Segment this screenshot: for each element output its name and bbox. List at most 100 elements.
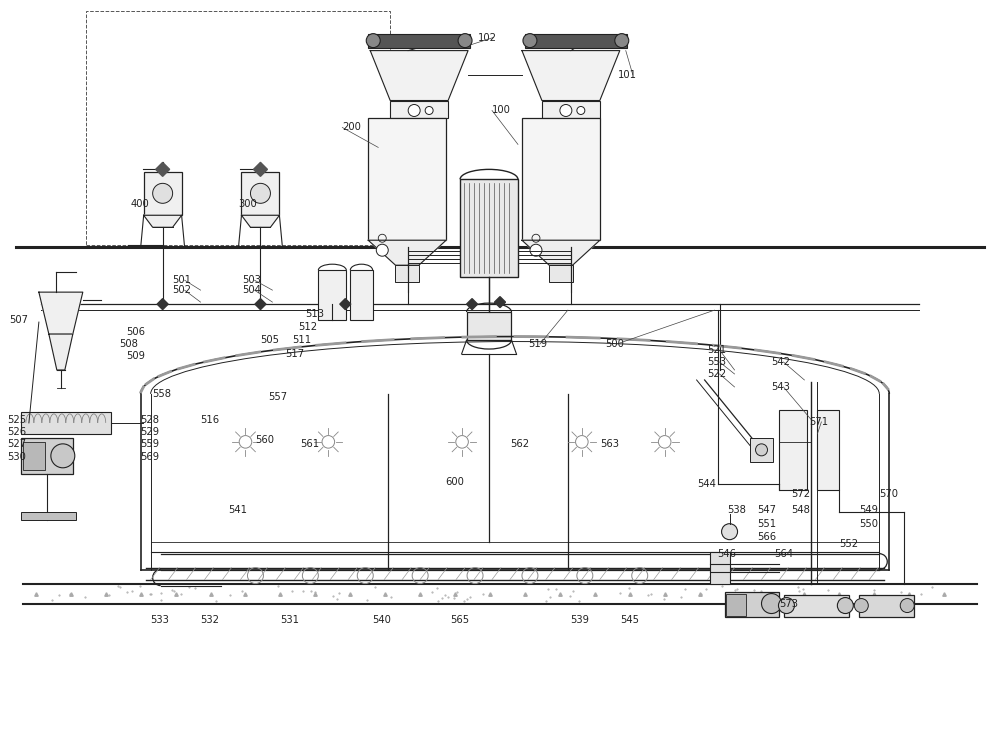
Text: 566: 566 xyxy=(758,531,777,542)
Bar xyxy=(750,438,773,462)
Text: 543: 543 xyxy=(771,382,790,392)
Bar xyxy=(542,100,600,119)
Text: 541: 541 xyxy=(229,505,248,515)
Text: 505: 505 xyxy=(260,335,279,345)
Text: 522: 522 xyxy=(708,369,727,379)
Bar xyxy=(318,270,346,320)
Circle shape xyxy=(458,34,472,48)
Circle shape xyxy=(366,34,380,48)
Bar xyxy=(525,34,627,48)
Bar xyxy=(784,594,849,616)
Text: 540: 540 xyxy=(372,615,391,624)
Polygon shape xyxy=(495,296,505,307)
Text: 531: 531 xyxy=(280,615,299,624)
Text: 504: 504 xyxy=(242,285,261,295)
Text: 503: 503 xyxy=(242,275,261,285)
Text: 573: 573 xyxy=(779,599,798,608)
Text: 102: 102 xyxy=(478,33,497,42)
Text: 529: 529 xyxy=(141,427,160,437)
Bar xyxy=(859,594,914,616)
Bar xyxy=(21,412,111,434)
Polygon shape xyxy=(368,240,446,265)
Circle shape xyxy=(560,105,572,116)
Text: 533: 533 xyxy=(151,615,170,624)
Circle shape xyxy=(762,594,781,613)
Circle shape xyxy=(837,597,853,613)
Text: 516: 516 xyxy=(201,415,220,425)
Text: 557: 557 xyxy=(268,392,288,402)
Text: 521: 521 xyxy=(708,345,727,355)
Bar xyxy=(522,119,600,240)
Text: 546: 546 xyxy=(718,549,737,559)
Text: 600: 600 xyxy=(445,477,464,487)
Text: 526: 526 xyxy=(7,427,26,437)
Polygon shape xyxy=(156,163,170,176)
Text: 539: 539 xyxy=(570,615,589,624)
Text: 525: 525 xyxy=(7,415,26,425)
Bar xyxy=(390,100,448,119)
Text: 564: 564 xyxy=(774,549,793,559)
Text: 502: 502 xyxy=(173,285,192,295)
Polygon shape xyxy=(522,240,600,265)
Bar xyxy=(726,594,746,616)
Text: 528: 528 xyxy=(141,415,160,425)
Text: 101: 101 xyxy=(618,70,637,80)
Circle shape xyxy=(530,244,542,256)
Bar xyxy=(710,552,730,583)
Polygon shape xyxy=(253,163,267,176)
Circle shape xyxy=(523,34,537,48)
Text: 552: 552 xyxy=(839,539,858,549)
Polygon shape xyxy=(522,51,620,100)
Text: 551: 551 xyxy=(758,519,777,529)
Circle shape xyxy=(425,106,433,114)
Text: 509: 509 xyxy=(126,351,145,361)
Text: 550: 550 xyxy=(859,519,878,529)
Bar xyxy=(144,172,182,215)
Circle shape xyxy=(577,106,585,114)
Bar xyxy=(460,179,518,277)
Bar xyxy=(86,11,390,245)
Polygon shape xyxy=(370,51,468,100)
Text: 400: 400 xyxy=(131,199,149,209)
Text: 560: 560 xyxy=(255,435,274,445)
Circle shape xyxy=(615,34,629,48)
Polygon shape xyxy=(467,299,478,310)
Circle shape xyxy=(722,523,738,539)
Polygon shape xyxy=(340,299,351,310)
Text: 508: 508 xyxy=(119,339,138,349)
Polygon shape xyxy=(157,299,168,310)
Text: 549: 549 xyxy=(859,505,878,515)
Text: 530: 530 xyxy=(7,452,26,462)
Circle shape xyxy=(376,244,388,256)
Bar xyxy=(23,442,45,470)
Circle shape xyxy=(51,444,75,468)
Circle shape xyxy=(153,183,173,203)
Bar xyxy=(779,410,807,490)
Text: 544: 544 xyxy=(698,479,716,489)
Text: 569: 569 xyxy=(141,452,160,462)
Bar xyxy=(21,438,73,474)
Text: 538: 538 xyxy=(728,505,746,515)
Text: 571: 571 xyxy=(809,417,829,427)
Text: 517: 517 xyxy=(285,349,305,359)
Text: 559: 559 xyxy=(141,439,160,449)
Text: 565: 565 xyxy=(450,615,469,624)
Text: 512: 512 xyxy=(298,322,318,332)
Bar xyxy=(350,270,373,320)
Bar xyxy=(817,410,839,490)
Text: 548: 548 xyxy=(791,505,810,515)
Bar xyxy=(368,119,446,240)
Text: 547: 547 xyxy=(758,505,777,515)
Text: 507: 507 xyxy=(9,315,28,325)
Polygon shape xyxy=(39,292,83,334)
Circle shape xyxy=(854,599,868,613)
Text: 200: 200 xyxy=(342,122,361,132)
Text: 506: 506 xyxy=(126,327,145,337)
Text: 501: 501 xyxy=(173,275,192,285)
Text: 572: 572 xyxy=(791,489,811,498)
Text: 500: 500 xyxy=(605,339,624,349)
Bar xyxy=(21,512,76,520)
Text: 532: 532 xyxy=(201,615,220,624)
Text: 561: 561 xyxy=(300,439,320,449)
Text: 300: 300 xyxy=(238,199,257,209)
